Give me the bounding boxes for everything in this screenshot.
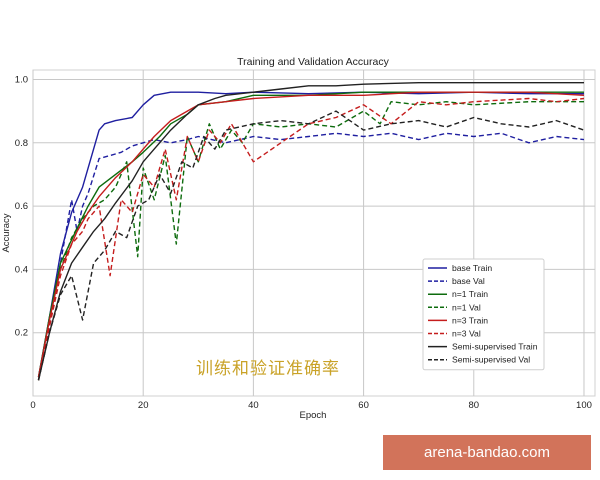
legend-label: Semi-supervised Val — [452, 355, 530, 365]
y-tick-labels: 0.2 0.4 0.6 0.8 1.0 — [15, 74, 28, 338]
series-line — [37, 132, 585, 381]
y-tick-label: 0.2 — [15, 328, 28, 339]
chart-title: Training and Validation Accuracy — [237, 56, 390, 68]
legend-label: n=1 Train — [452, 289, 488, 299]
series-line — [37, 81, 584, 381]
series-line — [37, 110, 585, 381]
legend-label: base Train — [452, 263, 492, 273]
y-tick-label: 0.8 — [15, 138, 28, 149]
series-line — [37, 100, 584, 381]
site-badge: arena-bandao.com — [383, 435, 591, 470]
y-tick-label: 1.0 — [15, 74, 28, 85]
x-tick-labels: 0 20 40 60 80 100 — [30, 400, 592, 411]
x-tick-label: 40 — [248, 400, 259, 411]
x-tick-label: 0 — [30, 400, 35, 411]
series-lines — [37, 81, 585, 381]
series-line — [37, 91, 584, 378]
watermark-caption: 训练和验证准确率 — [196, 359, 340, 379]
y-tick-label: 0.4 — [15, 264, 28, 275]
x-tick-label: 80 — [468, 400, 479, 411]
y-axis-label: Accuracy — [1, 213, 12, 252]
y-tick-label: 0.6 — [15, 201, 28, 212]
x-axis-label: Epoch — [300, 410, 327, 421]
legend-label: n=1 Val — [452, 302, 481, 312]
legend-box — [422, 258, 545, 371]
legend-label: n=3 Train — [452, 315, 488, 325]
legend-label: base Val — [452, 276, 485, 286]
x-tick-label: 60 — [358, 400, 369, 411]
legend-label: n=3 Val — [452, 329, 481, 339]
x-tick-label: 100 — [576, 400, 592, 411]
x-tick-label: 20 — [138, 400, 149, 411]
legend-label: Semi-supervised Train — [452, 342, 538, 352]
legend: base Train base Val n=1 Train n=1 Val n=3 Tr… — [422, 258, 545, 371]
series-line — [37, 91, 585, 378]
